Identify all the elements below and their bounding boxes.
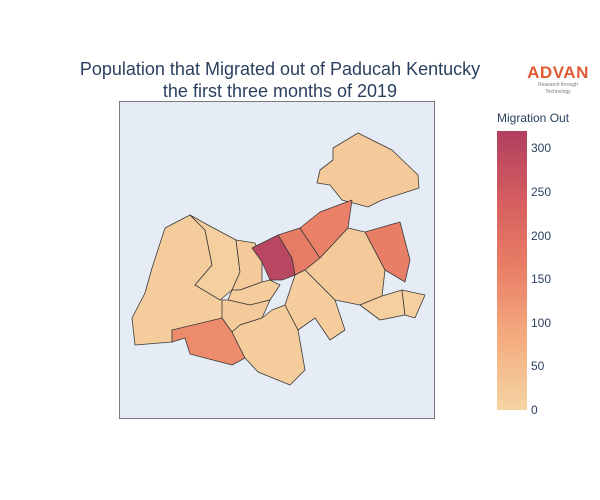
- advan-logo: ADVAN Research through Technology: [527, 64, 589, 96]
- map-title: Population that Migrated out of Paducah …: [40, 58, 520, 102]
- colorbar-tick-label: 250: [531, 185, 552, 200]
- west-mid-tract[interactable]: [189, 214, 241, 301]
- colorbar-tick-label: 100: [531, 315, 552, 330]
- map-title-line2: the first three months of 2019: [162, 81, 398, 101]
- east-tract[interactable]: [364, 221, 411, 283]
- south-central-tract[interactable]: [231, 304, 306, 386]
- colorbar-tick-label: 150: [531, 272, 552, 287]
- map-title-line1: Population that Migrated out of Paducah …: [79, 59, 481, 79]
- colorbar-tick-label: 300: [531, 141, 552, 156]
- colorbar: [497, 131, 527, 410]
- far-southeast-tract[interactable]: [401, 289, 426, 319]
- colorbar-tick-label: 0: [531, 403, 538, 417]
- northeast-tract[interactable]: [316, 132, 420, 208]
- logo-wordmark: ADVAN: [527, 63, 589, 82]
- north-diagonal-tract[interactable]: [299, 199, 353, 259]
- logo-tagline: Research through Technology: [538, 82, 578, 95]
- southeast-tract[interactable]: [284, 269, 346, 341]
- colorbar-tick-label: 50: [531, 359, 545, 374]
- colorbar-title: Migration Out: [497, 111, 570, 125]
- colorbar-tick-label: 200: [531, 228, 552, 243]
